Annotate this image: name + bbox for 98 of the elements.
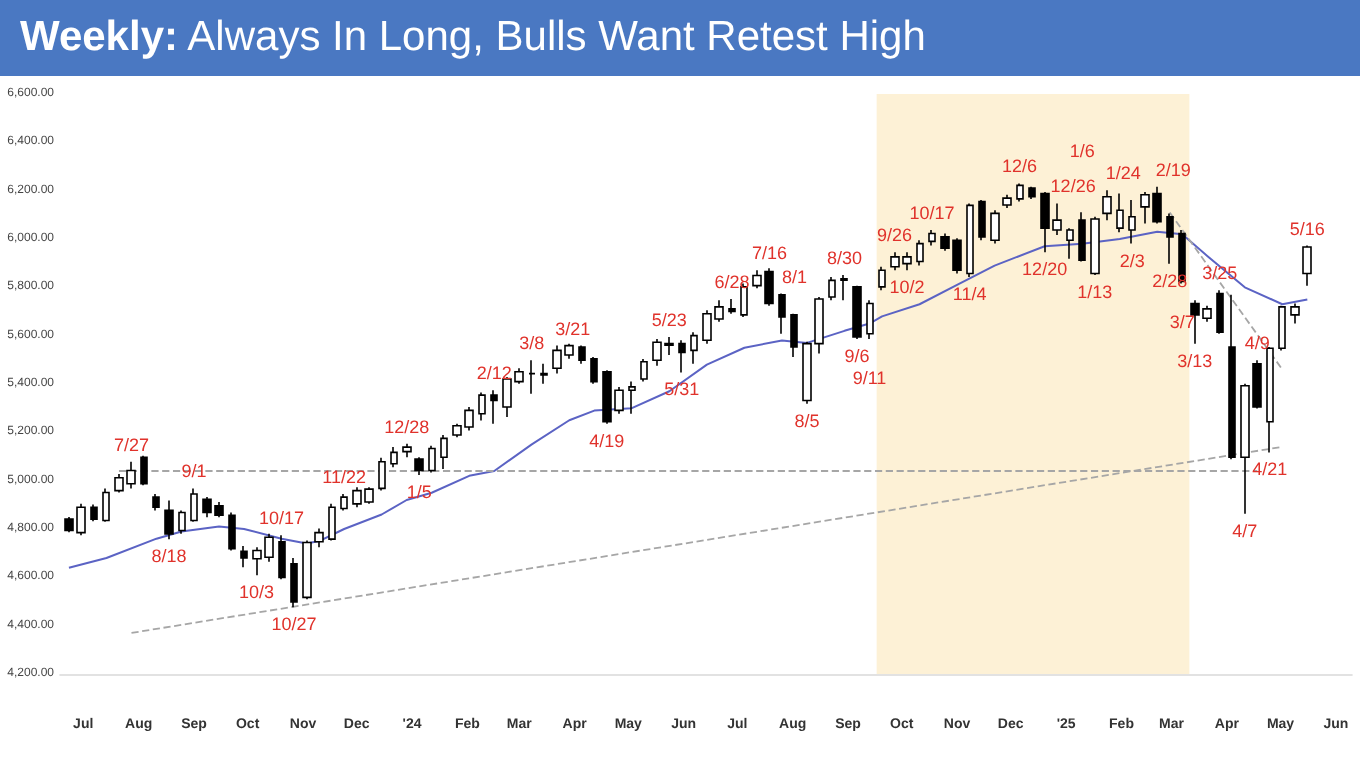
annotation: 10/2: [889, 277, 925, 298]
candlestick: [1066, 227, 1074, 260]
candlestick: [628, 380, 636, 415]
candlestick: [240, 545, 248, 568]
annotation: 12/28: [384, 416, 430, 437]
chart-title: Weekly: Always In Long, Bulls Want Retest High: [0, 0, 1360, 76]
candlestick: [978, 199, 986, 242]
annotation: 4/19: [589, 430, 625, 451]
annotation: 3/8: [519, 333, 545, 354]
candlestick: [414, 456, 424, 476]
candlestick: [402, 442, 412, 459]
candlestick: [1228, 294, 1236, 460]
candlestick: [1002, 193, 1012, 209]
candlestick: [866, 299, 874, 340]
annotation: 10/27: [271, 614, 317, 635]
candlestick: [152, 493, 160, 512]
annotation: 1/6: [1069, 141, 1095, 162]
annotation: 2/3: [1119, 250, 1145, 271]
candlestick: [690, 331, 698, 365]
candlestick: [178, 509, 186, 535]
candlestick: [778, 292, 786, 335]
annotation: 7/16: [751, 243, 787, 264]
annotation: 9/26: [877, 225, 913, 246]
candlestick: [878, 265, 886, 292]
candlestick: [1028, 186, 1036, 200]
annotation: 9/1: [181, 461, 207, 482]
candlestick: [164, 499, 174, 540]
candlestick: [966, 202, 974, 278]
candlestick: [590, 356, 598, 385]
annotation: 8/5: [794, 410, 820, 431]
annotation: 11/4: [952, 283, 987, 304]
candlestick: [790, 312, 798, 358]
candlestick: [1128, 199, 1136, 245]
candlestick: [440, 434, 448, 470]
candlestick: [1278, 304, 1286, 352]
annotation: 2/12: [476, 363, 512, 384]
candlestick: [928, 229, 936, 247]
annotation: 4/7: [1232, 520, 1258, 541]
candlestick: [728, 298, 736, 315]
candlestick: [1090, 215, 1100, 276]
candlestick: [428, 445, 436, 474]
annotation: 9/6: [844, 346, 870, 367]
annotation: 9/11: [852, 368, 887, 389]
annotation: 5/23: [651, 309, 687, 330]
candlestick: [1102, 189, 1112, 221]
annotation: 3/13: [1177, 350, 1213, 371]
candlestick: [1266, 346, 1274, 454]
candlestick: [478, 391, 486, 422]
annotation: 8/18: [151, 546, 187, 567]
annotation: 4/9: [1244, 333, 1270, 354]
candlestick: [1216, 289, 1224, 335]
annotation: 1/24: [1105, 163, 1141, 184]
annotation: 7/27: [113, 434, 150, 455]
annotation: 8/30: [826, 248, 863, 269]
candlestick: [1078, 211, 1086, 263]
annotation: 3/7: [1169, 312, 1195, 333]
annotation: 10/17: [909, 203, 955, 224]
candlestick: [640, 358, 648, 383]
annotation: 3/21: [555, 318, 591, 339]
candlestick: [540, 362, 548, 385]
candlestick: [290, 557, 298, 609]
candlestick: [840, 274, 848, 301]
annotation: 10/17: [259, 508, 305, 529]
annotation: 4/21: [1252, 459, 1288, 480]
candlestick: [490, 389, 498, 425]
candlestick: [328, 503, 336, 542]
candlestick: [90, 503, 98, 523]
annotation: 12/26: [1050, 176, 1096, 197]
annotation: 12/6: [1002, 156, 1038, 177]
candlestick: [1302, 244, 1312, 287]
annotation: 11/22: [322, 466, 366, 487]
candlestick: [378, 456, 386, 492]
candlestick: [340, 493, 348, 512]
annotation: 5/16: [1289, 218, 1325, 239]
candlestick: [278, 534, 286, 581]
candlestick: [852, 284, 862, 340]
candlestick: [1016, 182, 1024, 203]
annotation: 10/3: [239, 582, 275, 603]
annotation: 2/28: [1152, 270, 1188, 291]
candlestick: [916, 239, 924, 267]
candlestick: [190, 487, 198, 523]
candlestick: [390, 446, 398, 468]
annotation: 1/13: [1077, 282, 1113, 303]
candlestick: [1116, 192, 1124, 234]
candlestick: [678, 339, 686, 374]
candlestick: [578, 344, 586, 365]
annotation: 12/20: [1022, 259, 1068, 280]
candlestick: [140, 454, 148, 487]
annotation: 6/28: [714, 271, 750, 292]
candlestick: [1290, 302, 1300, 325]
candlestick: [528, 359, 536, 395]
candlestick: [828, 276, 836, 301]
annotation: 2/19: [1155, 159, 1191, 180]
candlestick: [990, 209, 1000, 245]
annotation: 8/1: [781, 266, 807, 287]
candlestick: [102, 487, 110, 523]
candlestick: [1166, 212, 1174, 265]
candlestick: [228, 511, 236, 552]
